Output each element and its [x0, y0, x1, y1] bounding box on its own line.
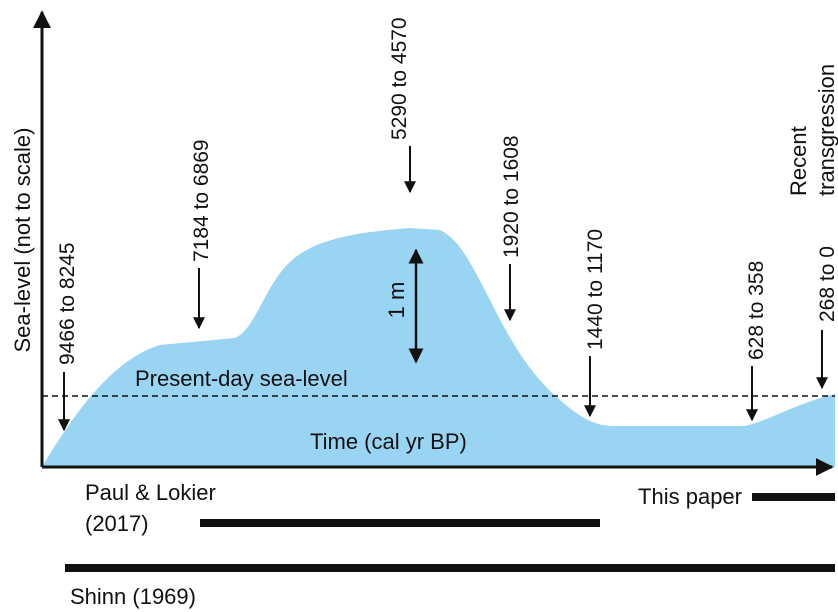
annotation: 268 to 0	[816, 246, 838, 322]
x-axis-label: Time (cal yr BP)	[310, 429, 467, 454]
annotation: 1440 to 1170	[584, 229, 607, 350]
scale-label: 1 m	[384, 282, 409, 319]
record-bar	[65, 564, 835, 572]
record-bar	[200, 519, 600, 527]
event-label: Recent	[786, 126, 811, 196]
y-axis-label: Sea-level (not to scale)	[10, 128, 35, 353]
record-label: Shinn (1969)	[70, 584, 196, 609]
annotation: 9466 to 8245	[56, 242, 79, 365]
reference-label: Present-day sea-level	[135, 366, 348, 391]
annotation: 5290 to 4570	[388, 17, 411, 140]
annotation: 7184 to 6869	[190, 139, 213, 262]
record-label: This paper	[638, 484, 742, 509]
event-label: transgression	[814, 64, 838, 196]
record-bar	[752, 493, 835, 501]
record-label: (2017)	[85, 511, 149, 536]
record-label: Paul & Lokier	[85, 480, 216, 505]
annotation: 1920 to 1608	[500, 135, 523, 258]
annotation: 628 to 358	[745, 261, 768, 360]
sea-level-curve	[42, 228, 835, 467]
